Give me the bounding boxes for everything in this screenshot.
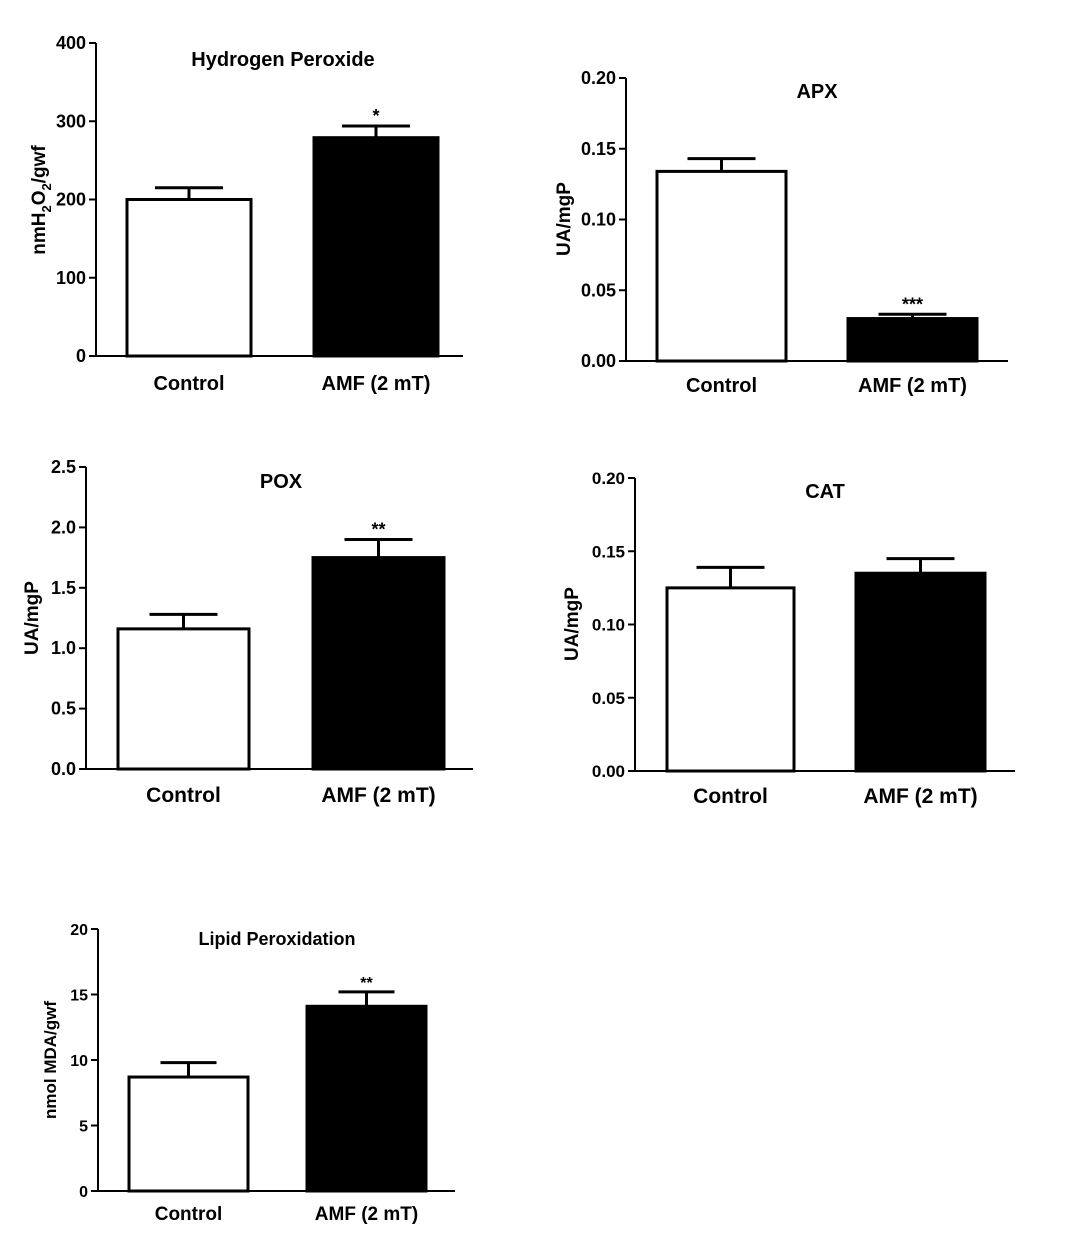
bar	[312, 136, 440, 358]
y-tick-label: 0.20	[581, 68, 616, 88]
chart-cat: CAT UA/mgP 0.00 0.05 0.10 0.15 0.20 Control AM…	[562, 469, 1015, 808]
category-label: Control	[693, 785, 768, 808]
y-tick-label: 0.05	[581, 280, 616, 300]
y-tick-label: 400	[56, 33, 86, 53]
category-label: AMF (2 mT)	[315, 1204, 418, 1225]
y-tick-label: 2.5	[51, 457, 76, 477]
y-tick-label: 0.05	[592, 689, 625, 708]
significance-marker: *	[372, 106, 379, 126]
y-tick-label: 1.0	[51, 638, 76, 658]
y-tick-label: 0.15	[592, 542, 625, 561]
category-label: AMF (2 mT)	[321, 784, 435, 807]
y-tick-label: 0	[76, 346, 86, 366]
chart-title: APX	[796, 81, 838, 103]
bar	[655, 169, 788, 363]
y-tick-label: 200	[56, 190, 86, 210]
y-tick-label: 15	[70, 988, 88, 1005]
y-axis-label: UA/mgP	[554, 182, 575, 256]
bar	[854, 571, 987, 773]
bar	[127, 1075, 250, 1193]
y-axis-label: UA/mgP	[22, 581, 43, 655]
chart-lipid-peroxidation: Lipid Peroxidation nmol MDA/gwf 0 5 10 15 20…	[41, 922, 455, 1225]
y-tick-label: 0.00	[581, 351, 616, 371]
y-tick-label: 0.5	[51, 699, 76, 719]
chart-title: Lipid Peroxidation	[198, 929, 355, 949]
bar	[116, 627, 251, 771]
y-tick-label: 10	[70, 1053, 88, 1070]
y-tick-label: 100	[56, 268, 86, 288]
chart-title: Hydrogen Peroxide	[191, 49, 374, 71]
chart-apx: APX UA/mgP 0.00 0.05 0.10 0.15 0.20 Control AM…	[554, 68, 1008, 397]
bar	[846, 317, 979, 363]
y-tick-label: 0	[79, 1184, 88, 1201]
chart-pox: POX UA/mgP 0.0 0.5 1.0 1.5 2.0 2.5 Control AMF …	[22, 457, 473, 807]
category-label: Control	[686, 375, 757, 397]
y-tick-label: 0.0	[51, 759, 76, 779]
bar	[311, 556, 446, 771]
category-label: Control	[146, 784, 221, 807]
significance-marker: **	[371, 519, 385, 539]
y-tick-label: 1.5	[51, 578, 76, 598]
y-axis-label: nmol MDA/gwf	[41, 1001, 60, 1119]
y-tick-label: 0.15	[581, 139, 616, 159]
category-label: AMF (2 mT)	[858, 375, 967, 397]
chart-title: POX	[260, 471, 303, 493]
y-tick-label: 300	[56, 111, 86, 131]
chart-title: CAT	[805, 481, 845, 503]
y-tick-label: 5	[79, 1119, 88, 1136]
y-tick-label: 20	[70, 922, 88, 939]
significance-marker: ***	[902, 294, 923, 314]
y-tick-label: 0.10	[592, 616, 625, 635]
y-tick-label: 0.10	[581, 210, 616, 230]
chart-hydrogen-peroxide: Hydrogen Peroxide nmH2O2/gwf 0 100 200 300 4…	[29, 33, 463, 395]
category-label: AMF (2 mT)	[863, 785, 977, 808]
y-tick-label: 2.0	[51, 517, 76, 537]
y-tick-label: 0.00	[592, 762, 625, 781]
y-tick-label: 0.20	[592, 469, 625, 488]
category-label: Control	[153, 373, 224, 395]
category-label: Control	[155, 1204, 223, 1225]
bar	[665, 586, 796, 773]
bar	[125, 198, 253, 358]
y-axis-label: nmH2O2/gwf	[29, 145, 54, 255]
significance-marker: **	[360, 975, 373, 992]
category-label: AMF (2 mT)	[322, 373, 431, 395]
bar	[305, 1004, 428, 1193]
y-axis-label: UA/mgP	[562, 587, 583, 661]
